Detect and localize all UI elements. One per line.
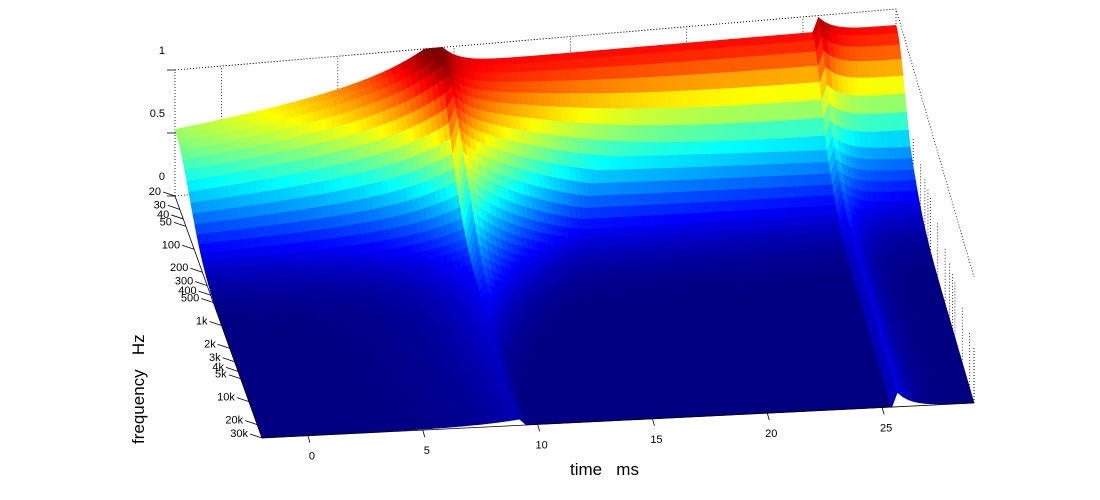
surface-patches — [174, 16, 975, 439]
z-gridline-back — [174, 8, 897, 71]
